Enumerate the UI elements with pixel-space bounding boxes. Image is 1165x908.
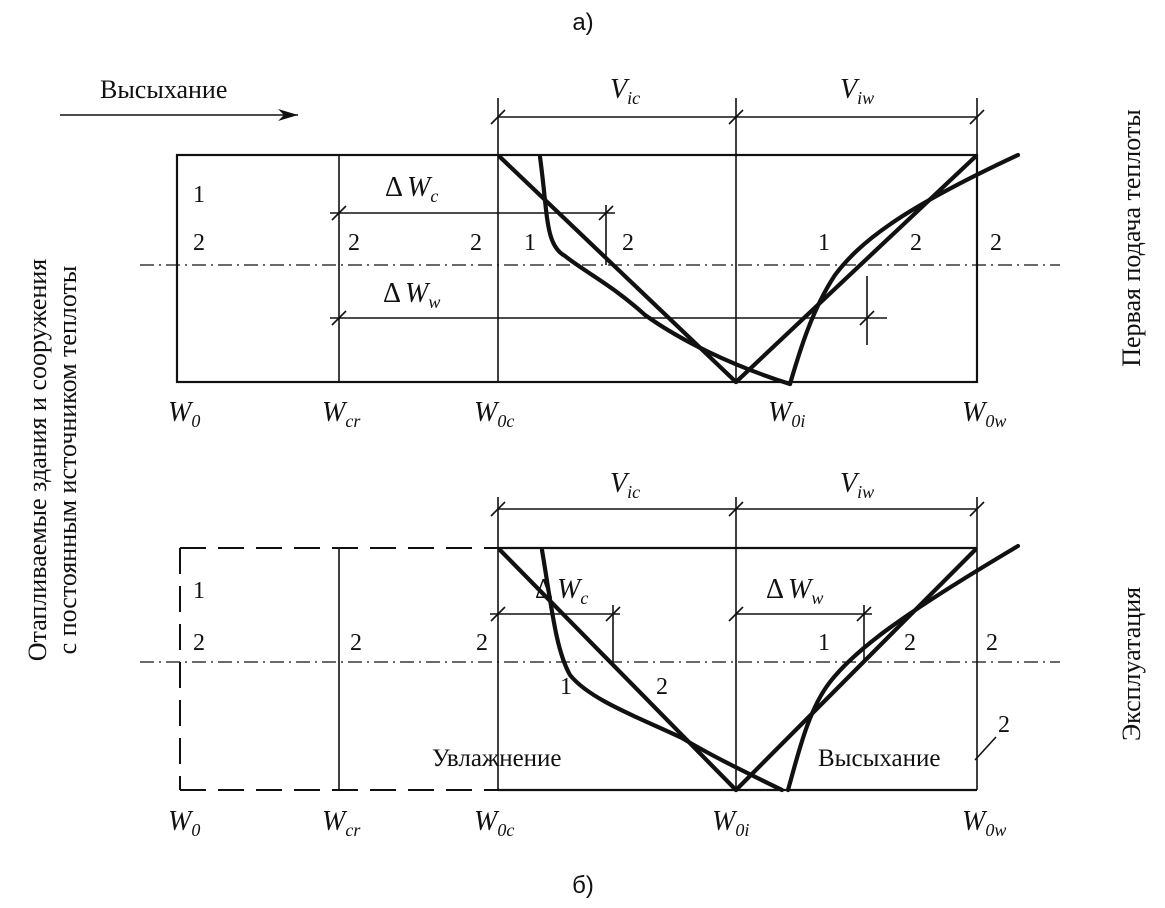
panel-a-zone-2-left: 2 <box>193 230 205 256</box>
panel-a-axis-w0w: W0w <box>962 397 1006 431</box>
panel-b-zone-2-dry: 2 <box>904 630 916 656</box>
panel-b-axis-w0: W0 <box>168 806 200 840</box>
panel-a-viw-label: Viw <box>840 74 874 108</box>
left-side-label-line2: с постоянным источником теплоты <box>53 266 82 655</box>
caption-a: а) <box>572 9 593 36</box>
drying-arrow-label: Высыхание <box>100 75 227 104</box>
panel-a-axis-w0c: W0c <box>474 397 514 431</box>
panel-b-vic-label: Vic <box>610 468 640 502</box>
panel-a: Vic Viw Δ Wc Δ Ww 1 2 2 2 1 2 1 2 2 W0 Wcr… <box>140 74 1060 431</box>
panel-b-zone-2-cr: 2 <box>350 630 362 656</box>
panel-b-zone-1-left: 1 <box>193 578 205 604</box>
panel-b-zone-2-left: 2 <box>193 630 205 656</box>
panel-b-line-2-left <box>497 547 739 793</box>
panel-a-frame <box>175 153 979 384</box>
panel-b-line-2-right <box>733 547 978 793</box>
panel-b-zone-2-wet: 2 <box>656 674 668 700</box>
panel-a-zone-1-left: 1 <box>193 182 205 208</box>
panel-b-curve-1-left <box>539 547 785 793</box>
panel-b-dww-label: Δ Ww <box>766 574 823 608</box>
panel-b-zone-1-wet: 1 <box>560 674 572 700</box>
left-side-label-line1: Отапливаемые здания и сооружения <box>23 259 52 662</box>
panel-b-zone-2-0c: 2 <box>476 630 488 656</box>
right-label-first-heat: Первая подача теплоты <box>1117 109 1146 367</box>
drying-arrow <box>60 109 298 121</box>
panel-a-axis-w0: W0 <box>168 397 200 431</box>
panel-b-axis-wcr: Wcr <box>322 806 361 840</box>
panel-a-zone-1-dry: 1 <box>818 230 830 256</box>
panel-a-zone-2-dry: 2 <box>910 230 922 256</box>
panel-a-zone-1-wet: 1 <box>524 230 536 256</box>
right-label-operation: Эксплуатация <box>1117 587 1146 741</box>
panel-a-curve-1-right <box>787 152 1021 387</box>
panel-b-axis-w0c: W0c <box>474 806 514 840</box>
panel-b-curve-1-right <box>785 543 1021 793</box>
panel-a-axis-wcr: Wcr <box>322 397 361 431</box>
panel-b-wetting-label: Увлажнение <box>432 745 562 772</box>
panel-a-dww-label: Δ Ww <box>383 278 440 312</box>
panel-a-curve-1-left <box>537 154 793 387</box>
panel-a-zone-2-right: 2 <box>990 230 1002 256</box>
caption-b: б) <box>572 872 594 899</box>
panel-b-axis-w0w: W0w <box>962 806 1006 840</box>
panel-a-zone-2-cr: 2 <box>348 230 360 256</box>
panel-b: Vic Viw Δ Wc Δ Ww 1 2 2 2 1 2 1 2 2 2 Увла… <box>140 468 1060 840</box>
panel-b-zone-2-right: 2 <box>986 630 998 656</box>
panel-a-vic-label: Vic <box>610 74 640 108</box>
panel-b-zone-1-dry: 1 <box>818 630 830 656</box>
panel-b-zone-2-leader: 2 <box>998 712 1010 738</box>
panel-a-dwc-label: Δ Wc <box>385 172 438 206</box>
panel-a-zone-2-wet: 2 <box>622 230 634 256</box>
panel-b-axis-w0i: W0i <box>712 806 749 840</box>
panel-b-drying-label: Высыхание <box>818 745 941 772</box>
panel-a-zone-2-0c: 2 <box>470 230 482 256</box>
panel-b-viw-label: Viw <box>840 468 874 502</box>
panel-a-line-2-right <box>733 154 978 385</box>
panel-a-axis-w0i: W0i <box>768 397 805 431</box>
